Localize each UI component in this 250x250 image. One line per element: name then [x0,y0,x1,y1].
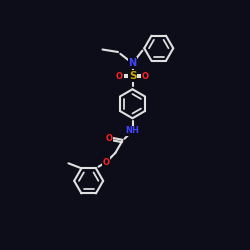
Text: O: O [103,158,110,166]
Text: O: O [116,72,123,81]
Text: S: S [129,71,136,81]
Text: NH: NH [126,126,140,135]
Text: N: N [128,58,136,68]
Text: O: O [106,134,113,143]
Text: O: O [142,72,149,81]
